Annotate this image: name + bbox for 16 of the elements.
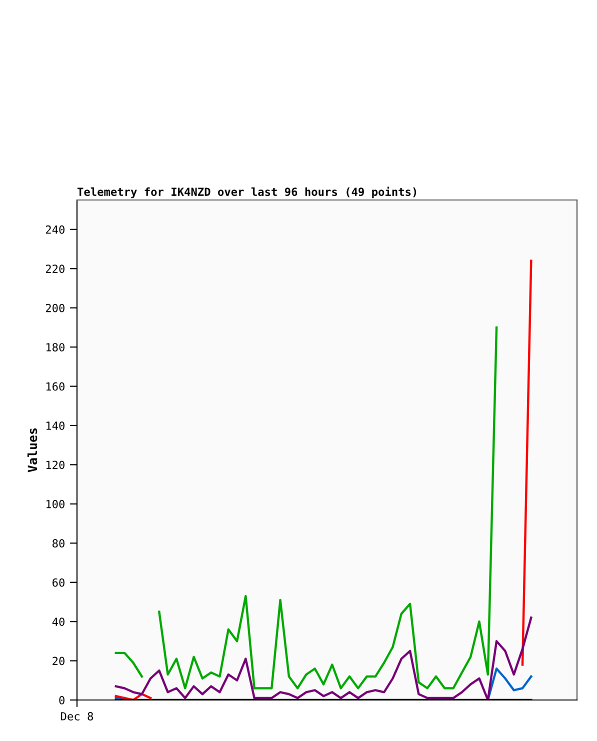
y-tick-label: 160 xyxy=(46,382,64,391)
y-tick-label: 180 xyxy=(46,343,64,352)
y-axis-title: Values xyxy=(27,428,38,472)
y-tick-label: 140 xyxy=(46,421,64,430)
y-tick-label: 120 xyxy=(46,460,64,470)
chart-title: Telemetry for IK4NZD over last 96 hours (49 points) xyxy=(77,186,416,198)
y-tick-label: 0 xyxy=(59,696,64,704)
y-tick-label: 200 xyxy=(46,304,64,312)
y-tick-label: 60 xyxy=(52,578,64,587)
y-tick-label: 40 xyxy=(52,618,64,626)
y-tick-label: 100 xyxy=(46,500,64,508)
y-tick-label: 220 xyxy=(46,264,64,274)
y-tick-label: 80 xyxy=(52,539,64,548)
text: Dec 8 xyxy=(61,712,94,720)
y-tick-label: 240 xyxy=(46,225,64,234)
y-tick-label: 20 xyxy=(52,656,64,666)
